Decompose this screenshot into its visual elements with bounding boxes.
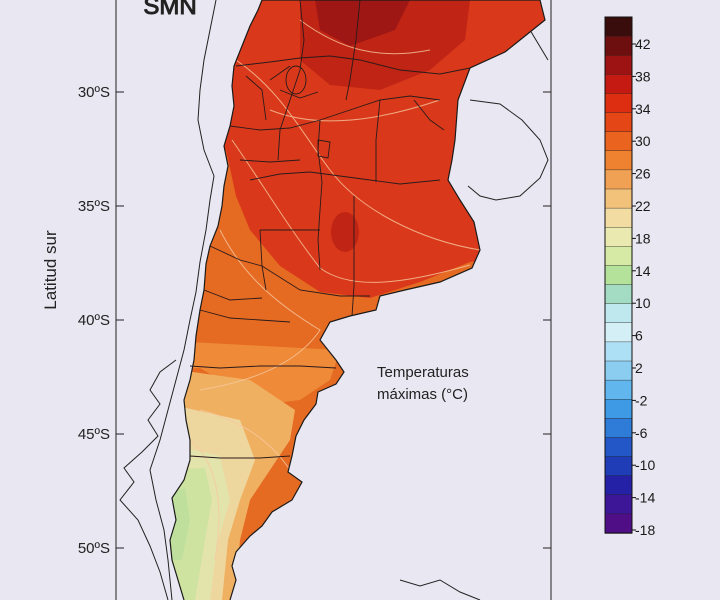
legend-swatch: [604, 379, 633, 400]
axis-title: Latitud sur: [41, 230, 60, 310]
legend-swatch: [604, 303, 633, 324]
lat-label-40: 40ºS: [78, 312, 110, 329]
legend-swatch: [604, 169, 633, 190]
legend-label: -14: [635, 490, 655, 506]
legend-label: 18: [635, 230, 651, 246]
legend-swatch: [604, 188, 633, 209]
argentina-temperature-field: [170, 0, 545, 600]
legend-label: 26: [635, 166, 651, 182]
legend-swatch: [604, 475, 633, 496]
legend-label: 42: [635, 36, 651, 52]
legend-swatch: [604, 55, 633, 76]
legend-label: -6: [635, 425, 648, 441]
legend-label: -10: [635, 457, 655, 473]
color-legend: 42 38 34 30 26 22 18 14 10 6 2 -2 -6 -10 -14 -18: [604, 16, 655, 538]
legend-label: 10: [635, 295, 651, 311]
smn-logo: SMN: [143, 0, 196, 20]
lat-label-50: 50ºS: [78, 540, 110, 557]
legend-swatch: [604, 322, 633, 343]
legend-swatch: [604, 360, 633, 381]
legend-swatch: [604, 265, 633, 286]
legend-swatch: [604, 227, 633, 248]
legend-label: -18: [635, 522, 655, 538]
legend-label: 6: [635, 328, 643, 344]
legend-swatch: [604, 93, 633, 114]
legend-swatch: [604, 35, 633, 56]
lat-label-45: 45ºS: [78, 426, 110, 443]
annotation-line-1: Temperaturas: [377, 364, 469, 381]
legend-swatch: [604, 399, 633, 420]
province-borders: [189, 0, 471, 459]
legend-swatches: [604, 16, 633, 534]
legend-swatch: [604, 437, 633, 458]
legend-label: 38: [635, 68, 651, 84]
legend-label: -2: [635, 392, 648, 408]
legend-frame: [604, 16, 633, 534]
latitude-ticks: [116, 91, 551, 549]
legend-label: 30: [635, 133, 651, 149]
legend-swatch: [604, 112, 633, 133]
legend-label: 14: [635, 263, 651, 279]
legend-labels: 42 38 34 30 26 22 18 14 10 6 2 -2 -6 -10 -14 -18: [632, 36, 655, 538]
legend-swatch: [604, 284, 633, 305]
legend-swatch: [604, 16, 633, 37]
legend-swatch: [604, 246, 633, 267]
legend-swatch: [604, 207, 633, 228]
lat-label-35: 35ºS: [78, 198, 110, 215]
legend-swatch: [604, 494, 633, 515]
legend-label: 2: [635, 360, 643, 376]
legend-swatch: [604, 341, 633, 362]
legend-swatch: [604, 131, 633, 152]
lat-label-30: 30ºS: [78, 84, 110, 101]
legend-swatch: [604, 513, 633, 534]
legend-swatch: [604, 456, 633, 477]
legend-swatch: [604, 150, 633, 171]
legend-label: 22: [635, 198, 651, 214]
legend-swatch: [604, 74, 633, 95]
annotation-line-2: máximas (°C): [377, 386, 468, 403]
legend-swatch: [604, 418, 633, 439]
legend-label: 34: [635, 101, 651, 117]
